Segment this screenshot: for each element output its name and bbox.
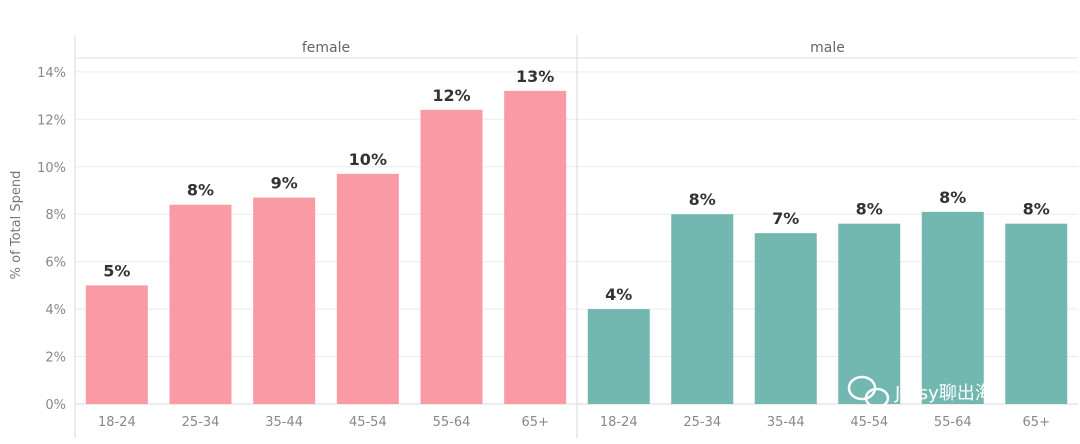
facet-titles: female male	[302, 40, 845, 56]
data-label: 8%	[939, 188, 966, 207]
y-axis: % of Total Spend 0% 2% 4% 6% 8% 10% 12% 14%	[9, 66, 66, 413]
panel-frames	[74, 35, 1078, 438]
bar-female-55-64	[420, 109, 483, 405]
data-label: 12%	[432, 86, 470, 105]
y-tick-label: 2%	[45, 351, 66, 366]
bar-male-55-64	[921, 211, 984, 404]
data-label: 5%	[103, 261, 130, 280]
bar-male-18-24	[587, 309, 650, 404]
data-label: 13%	[516, 67, 554, 86]
x-tick-label: 35-44	[265, 415, 303, 430]
bar-female-65+	[504, 90, 567, 405]
x-tick-label: 25-34	[683, 415, 721, 430]
x-tick-label: 55-64	[433, 415, 471, 430]
x-tick-label: 55-64	[934, 415, 972, 430]
bar-male-45-54	[838, 223, 901, 404]
data-label: 7%	[772, 209, 799, 228]
bar-male-65+	[1005, 223, 1068, 404]
data-label: 8%	[187, 181, 214, 200]
data-label: 10%	[349, 150, 387, 169]
y-tick-label: 6%	[45, 256, 66, 271]
y-tick-label: 0%	[45, 398, 66, 413]
data-label: 8%	[689, 190, 716, 209]
y-tick-label: 4%	[45, 303, 66, 318]
data-label: 9%	[271, 174, 298, 193]
x-tick-label: 65+	[1023, 415, 1050, 430]
data-label: 8%	[856, 200, 883, 219]
facet-title-female: female	[302, 40, 350, 56]
x-tick-label: 65+	[521, 415, 548, 430]
watermark-text: Jersy聊出海	[894, 383, 993, 404]
facet-title-male: male	[810, 40, 845, 56]
bar-female-45-54	[336, 173, 399, 404]
wechat-icon	[847, 375, 890, 409]
data-labels: 5% 8% 9% 10% 12% 13% 4% 8% 7% 8% 8% 8%	[103, 67, 1050, 304]
bar-male-35-44	[754, 233, 817, 404]
watermark: Jersy聊出海	[847, 375, 993, 409]
x-tick-label: 35-44	[767, 415, 805, 430]
bar-male-25-34	[671, 214, 734, 404]
y-axis-label: % of Total Spend	[9, 171, 24, 280]
x-tick-label: 18-24	[98, 415, 136, 430]
y-tick-label: 14%	[37, 66, 66, 81]
data-label: 4%	[605, 285, 632, 304]
bars	[85, 90, 1068, 405]
bar-female-18-24	[85, 285, 148, 404]
x-tick-label: 25-34	[182, 415, 220, 430]
y-tick-label: 12%	[37, 113, 66, 128]
x-tick-label: 18-24	[600, 415, 638, 430]
y-tick-label: 10%	[37, 161, 66, 176]
x-tick-label: 45-54	[850, 415, 888, 430]
x-tick-label: 45-54	[349, 415, 387, 430]
y-tick-label: 8%	[45, 208, 66, 223]
x-tick-labels: 18-24 25-34 35-44 45-54 55-64 65+ 18-24 25-34 35…	[98, 415, 1050, 430]
data-label: 8%	[1023, 200, 1050, 219]
bar-female-25-34	[169, 204, 232, 404]
bar-female-35-44	[253, 197, 316, 404]
